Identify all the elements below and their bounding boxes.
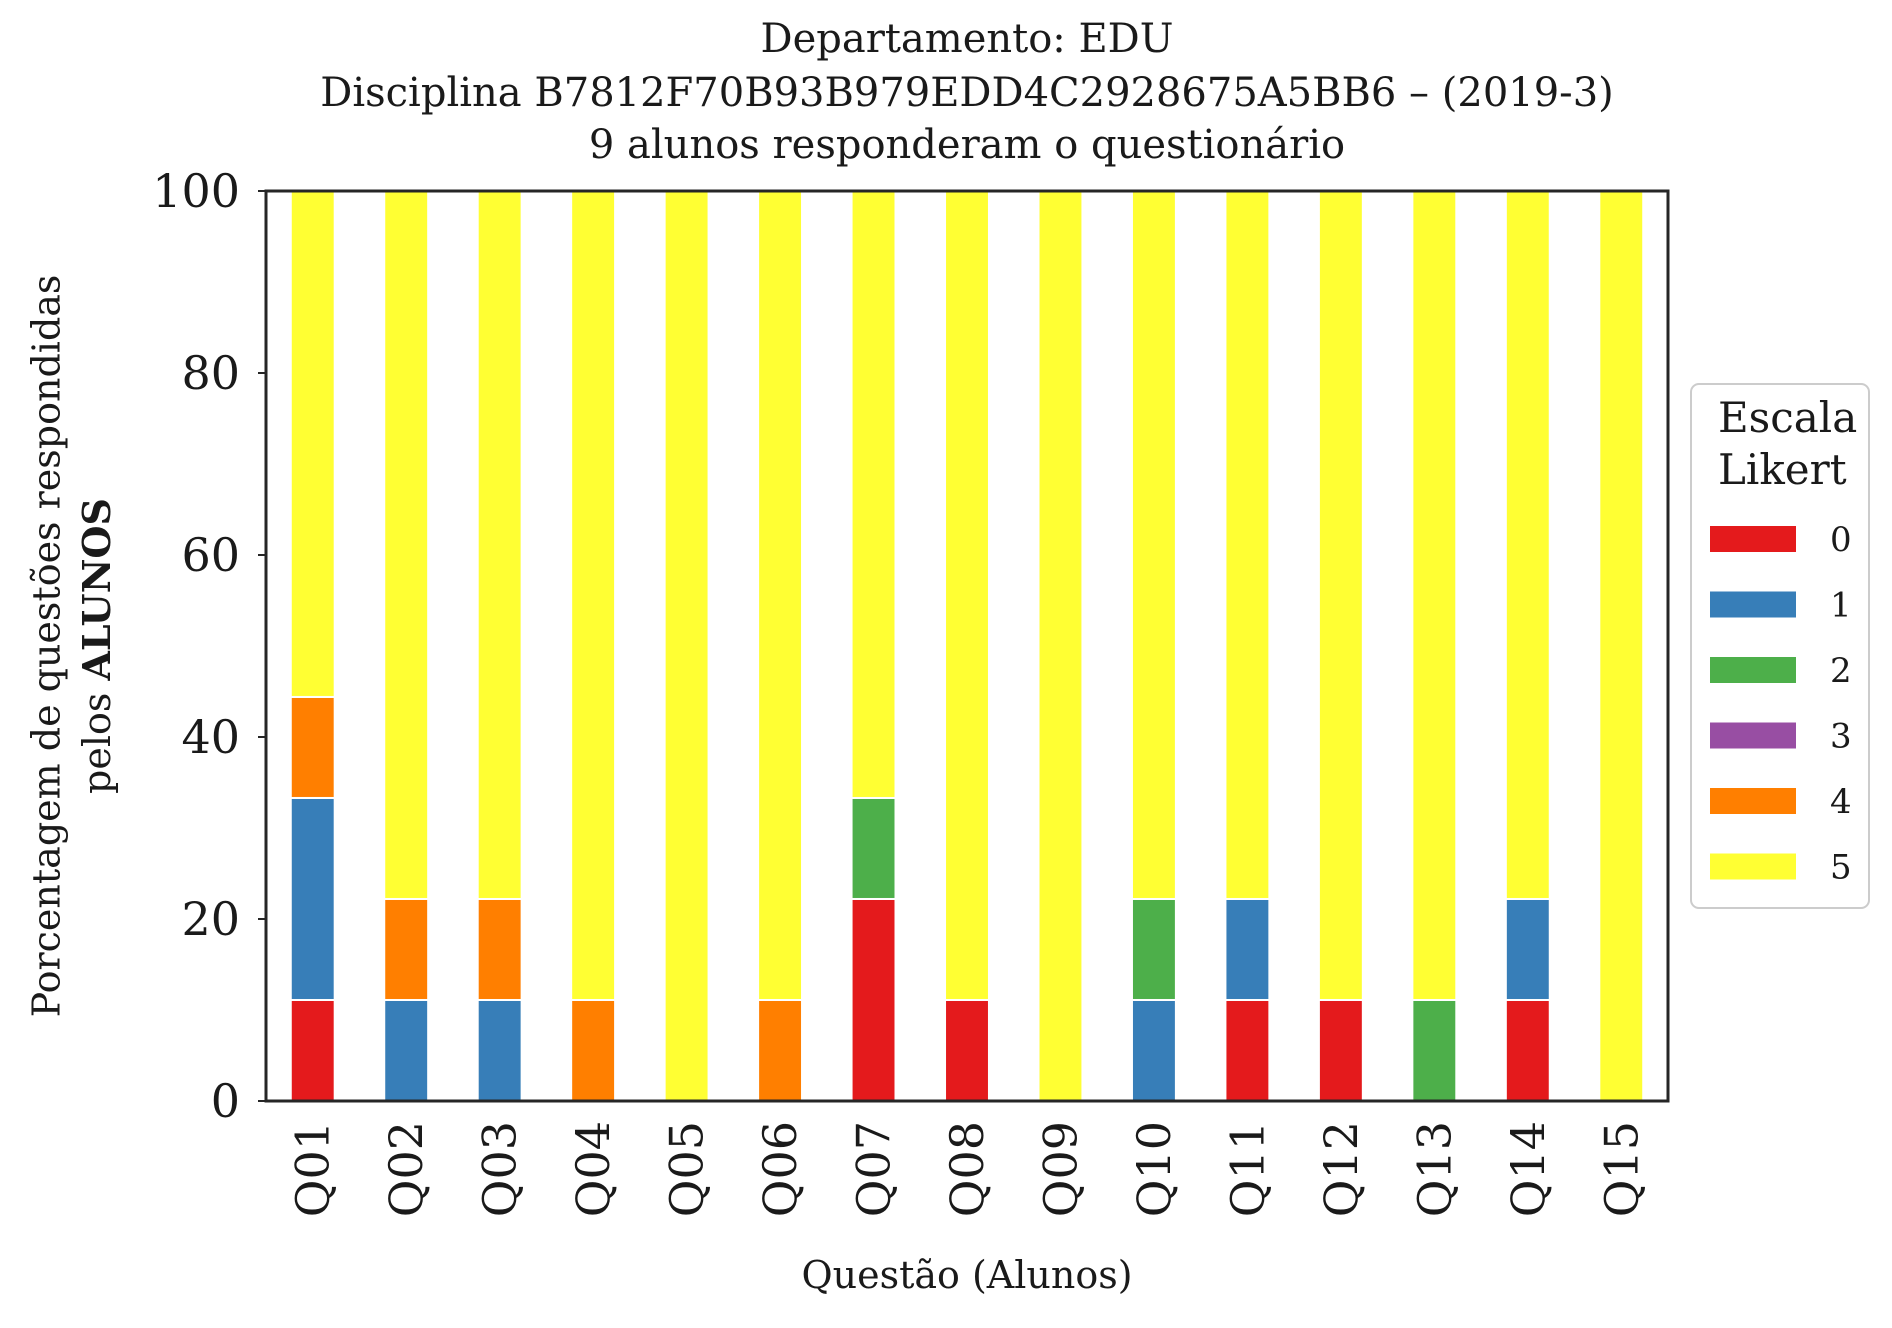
y-axis-label: Porcentagem de questões respondidas <box>25 275 69 1018</box>
title-line: Disciplina B7812F70B93B979EDD4C2928675A5… <box>320 70 1614 116</box>
bar-Q03-likert-5 <box>476 190 523 900</box>
bar-Q14-likert-5 <box>1504 190 1551 900</box>
bar-Q07-likert-5 <box>850 190 897 799</box>
bar-Q06-likert-5 <box>757 190 804 1001</box>
bar-Q14-likert-1 <box>1504 897 1551 1001</box>
bar-Q13-likert-5 <box>1411 190 1458 1001</box>
x-tick-label: Q14 <box>1501 1121 1555 1217</box>
bar-Q10-likert-1 <box>1130 998 1177 1102</box>
bar-Q06-likert-4 <box>757 998 804 1102</box>
x-tick-label: Q15 <box>1594 1121 1648 1217</box>
bar-Q11-likert-5 <box>1224 190 1271 900</box>
legend-label-3: 3 <box>1830 717 1852 757</box>
bar-Q07-likert-2 <box>850 796 897 900</box>
legend-label-4: 4 <box>1830 782 1852 822</box>
bar-Q02-likert-4 <box>383 897 430 1001</box>
bar-Q01-likert-0 <box>289 998 336 1102</box>
bar-Q11-likert-1 <box>1224 897 1271 1001</box>
y-tick-label: 80 <box>181 346 240 400</box>
bar-Q02-likert-5 <box>383 190 430 900</box>
bar-Q03-likert-4 <box>476 897 523 1001</box>
x-tick-label: Q09 <box>1033 1121 1087 1217</box>
x-axis-label: Questão (Alunos) <box>801 1253 1132 1297</box>
bar-Q02-likert-1 <box>383 998 430 1102</box>
x-tick-label: Q12 <box>1314 1121 1368 1217</box>
legend-title-line: Escala <box>1718 393 1857 442</box>
bar-Q14-likert-0 <box>1504 998 1551 1102</box>
bars <box>289 190 1645 1102</box>
bar-Q01-likert-1 <box>289 796 336 1001</box>
x-tick-label: Q10 <box>1127 1121 1181 1217</box>
y-axis-label-prefix: pelos <box>75 681 119 794</box>
y-axis-label-line2: pelos ALUNOS <box>74 498 119 794</box>
axes: 0 20 40 60 80 100 Q01 Q02 Q03 Q04 Q05 Q06 Q07 Q08 Q09 Q… <box>25 164 1670 1297</box>
legend-label-2: 2 <box>1830 651 1852 691</box>
bar-Q01-likert-4 <box>289 695 336 799</box>
title-line: Departamento: EDU <box>761 16 1174 62</box>
x-tick-label: Q08 <box>940 1121 994 1217</box>
y-tick-label: 40 <box>181 710 240 764</box>
legend-swatch-1 <box>1710 591 1796 618</box>
title-line: 9 alunos responderam o questionário <box>589 122 1345 168</box>
chart-title: Departamento: EDU Disciplina B7812F70B93B… <box>320 16 1614 168</box>
bar-Q08-likert-0 <box>944 998 990 1102</box>
legend-swatch-5 <box>1710 853 1796 880</box>
x-tick-label: Q11 <box>1220 1121 1274 1217</box>
bar-Q04-likert-5 <box>570 190 617 1001</box>
legend-title-line: Likert <box>1718 445 1847 494</box>
bar-Q13-likert-2 <box>1411 998 1458 1102</box>
legend-label-1: 1 <box>1830 586 1852 626</box>
legend-box <box>1690 383 1870 909</box>
legend-label-0: 0 <box>1830 520 1852 560</box>
legend-swatch-2 <box>1710 657 1796 683</box>
x-tick-label: Q06 <box>753 1121 807 1217</box>
y-tick-label: 20 <box>181 892 240 946</box>
bar-Q12-likert-5 <box>1317 190 1364 1001</box>
bar-Q03-likert-1 <box>476 998 523 1102</box>
bar-Q12-likert-0 <box>1317 998 1364 1102</box>
bar-Q08-likert-5 <box>944 190 990 1001</box>
bar-Q10-likert-2 <box>1130 897 1177 1001</box>
bar-Q01-likert-5 <box>289 190 336 698</box>
x-tick-label: Q13 <box>1407 1121 1461 1217</box>
bar-Q10-likert-5 <box>1130 190 1177 900</box>
y-axis-label-bold: ALUNOS <box>74 498 119 682</box>
x-tick-label: Q04 <box>566 1121 620 1217</box>
bar-Q15-likert-5 <box>1598 190 1645 1102</box>
bar-Q05-likert-5 <box>663 190 710 1102</box>
x-tick-label: Q07 <box>847 1121 901 1217</box>
legend-label-5: 5 <box>1830 848 1852 888</box>
x-tick-label: Q01 <box>286 1121 340 1217</box>
bar-Q07-likert-0 <box>850 897 897 1102</box>
y-tick-label: 60 <box>181 528 240 582</box>
bar-Q09-likert-5 <box>1037 190 1084 1102</box>
x-tick-label: Q05 <box>660 1121 714 1217</box>
bar-Q11-likert-0 <box>1224 998 1271 1102</box>
legend-swatch-0 <box>1710 526 1796 552</box>
legend-swatch-4 <box>1710 788 1796 814</box>
bar-Q04-likert-4 <box>570 998 617 1102</box>
y-tick-label: 100 <box>152 164 240 218</box>
x-tick-label: Q03 <box>473 1121 527 1217</box>
legend-swatch-3 <box>1710 722 1796 749</box>
plot-frame <box>264 189 1670 1103</box>
y-tick-label: 0 <box>211 1074 240 1128</box>
x-tick-label: Q02 <box>379 1121 433 1217</box>
